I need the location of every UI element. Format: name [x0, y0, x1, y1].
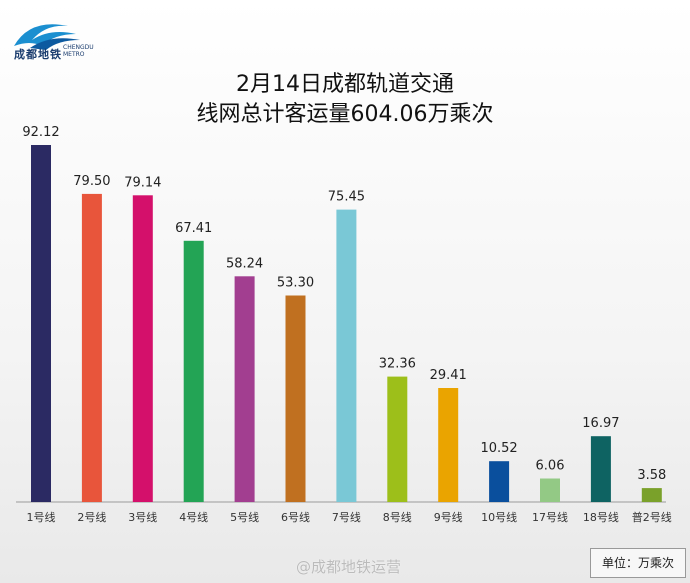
data-label: 32.36	[379, 357, 416, 372]
bar	[336, 209, 357, 502]
bar	[183, 240, 204, 503]
chart-title-line-2: 线网总计客运量604.06万乘次	[196, 102, 494, 127]
bar	[438, 388, 459, 502]
logo-sub-line-1: CHENGDU	[63, 44, 94, 51]
category-tick-label: 5号线	[230, 510, 259, 524]
logo-sub-line-2: METRO	[63, 51, 85, 58]
category-tick-label: 8号线	[383, 510, 412, 524]
bar	[31, 145, 51, 502]
category-tick-label: 17号线	[532, 510, 568, 524]
unit-label-box: 单位：万乘次	[590, 548, 686, 578]
data-label: 10.52	[480, 441, 517, 456]
category-tick-label: 3号线	[128, 510, 157, 524]
logo-subtext: CHENGDU METRO	[63, 44, 94, 58]
category-tick-label: 普2号线	[632, 510, 672, 524]
data-label: 75.45	[328, 190, 365, 205]
chart-title-line-1: 2月14日成都轨道交通	[236, 72, 454, 97]
data-label: 58.24	[226, 256, 263, 271]
category-tick-label: 7号线	[332, 510, 361, 524]
unit-label: 单位：万乘次	[601, 556, 674, 570]
chengdu-metro-logo-icon	[14, 24, 80, 50]
data-label: 79.14	[124, 175, 161, 190]
bar	[590, 436, 611, 502]
bar	[489, 461, 510, 502]
bar	[234, 276, 255, 502]
category-tick-label: 1号线	[27, 510, 56, 524]
data-label: 79.50	[73, 174, 110, 189]
category-tick-label: 9号线	[434, 510, 463, 524]
category-tick-label: 4号线	[179, 510, 208, 524]
data-label: 67.41	[175, 221, 212, 236]
bar	[81, 193, 102, 502]
bar	[132, 195, 153, 503]
category-tick-label: 18号线	[583, 510, 619, 524]
data-label: 92.12	[22, 125, 59, 140]
data-label: 16.97	[582, 416, 619, 431]
data-label: 29.41	[430, 368, 467, 383]
data-label: 6.06	[536, 459, 565, 474]
category-tick-label: 2号线	[77, 510, 106, 524]
data-label: 53.30	[277, 276, 314, 291]
logo-text: 成都地铁	[14, 48, 62, 61]
category-tick-label: 6号线	[281, 510, 310, 524]
data-label: 3.58	[637, 468, 666, 483]
bar	[387, 376, 408, 502]
category-tick-label: 10号线	[481, 510, 517, 524]
bar	[285, 295, 306, 502]
watermark-text: @成都地铁运营	[296, 558, 402, 576]
bar	[641, 488, 662, 502]
bar	[540, 478, 560, 502]
